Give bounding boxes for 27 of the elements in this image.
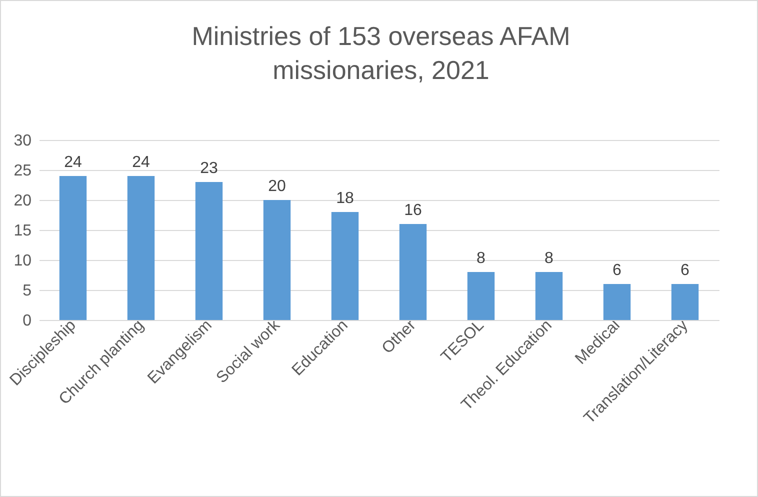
bar [671,284,699,320]
data-label: 24 [132,154,150,171]
bar [127,176,155,320]
y-tick-label: 5 [22,282,32,300]
data-label: 23 [200,160,218,177]
bar [535,272,563,320]
data-label: 8 [544,250,554,267]
data-label: 6 [680,262,690,279]
data-label: 24 [64,154,82,171]
bar [331,212,359,320]
data-label: 6 [612,262,622,279]
data-label: 16 [404,202,422,219]
bar [59,176,87,320]
y-tick-label: 30 [14,132,32,150]
y-tick-label: 20 [14,192,32,210]
data-label: 8 [476,250,486,267]
bar [399,224,427,320]
y-tick-label: 15 [14,222,32,240]
data-label: 20 [268,178,286,195]
bar [263,200,291,320]
bar [195,182,223,320]
bar [603,284,631,320]
bar [467,272,495,320]
y-tick-label: 25 [14,162,32,180]
data-label: 18 [336,190,354,207]
chart-title: Ministries of 153 overseas AFAM missionaries, 2021 [190,20,572,87]
y-tick-label: 10 [14,252,32,270]
